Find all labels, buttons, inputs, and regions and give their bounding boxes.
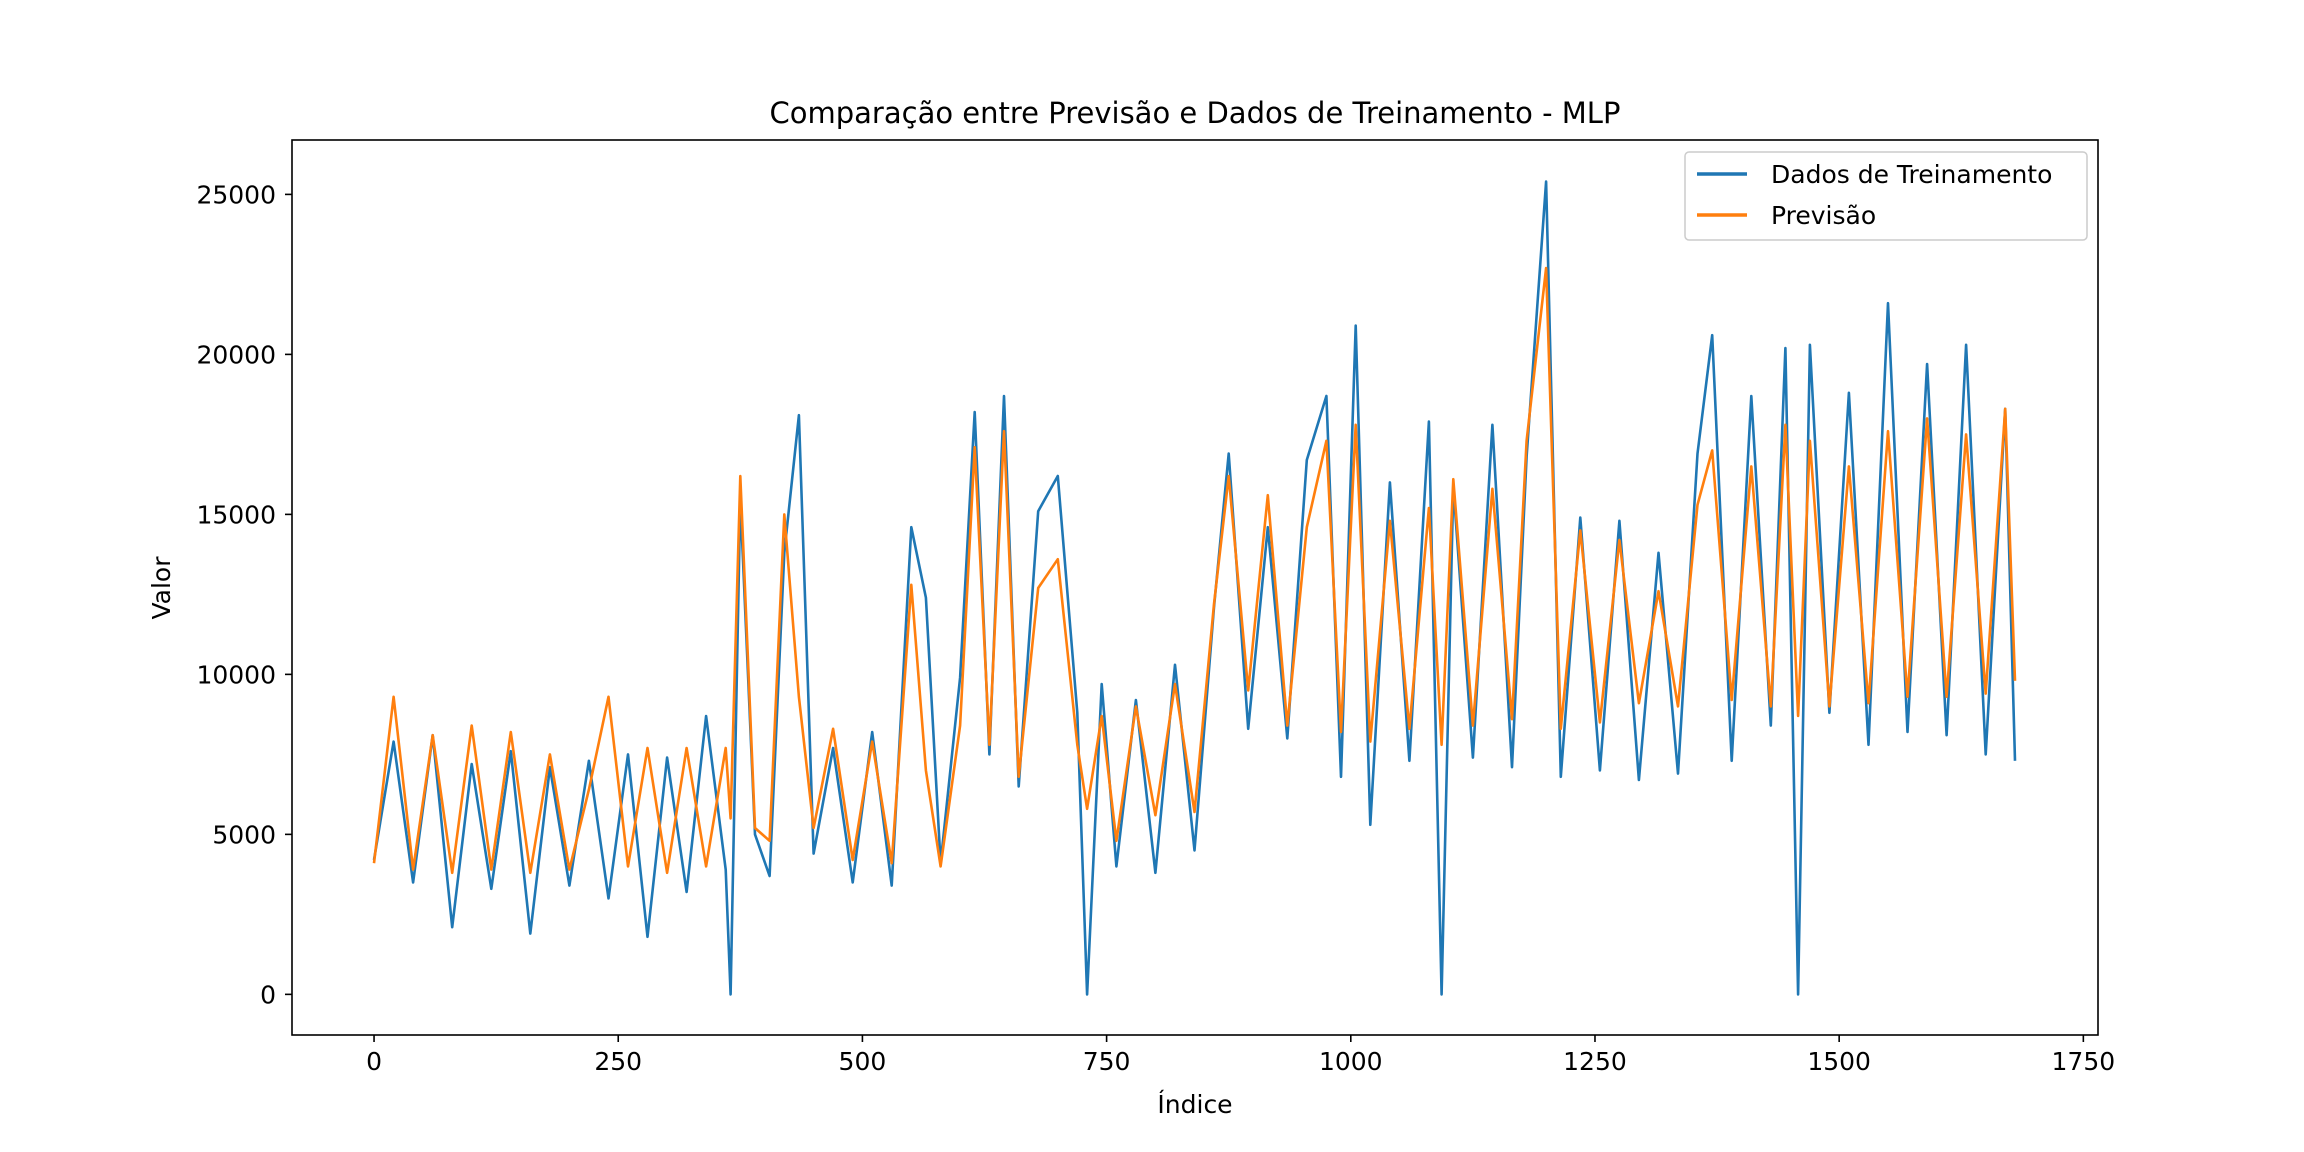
y-tick-label: 10000	[196, 660, 276, 689]
y-tick-label: 25000	[196, 180, 276, 209]
x-tick-label: 0	[366, 1047, 382, 1076]
y-tick-label: 5000	[212, 820, 276, 849]
x-axis: 0 250 500 750 1000 1250 1500 1750	[366, 1035, 2115, 1076]
y-tick-label: 20000	[196, 340, 276, 369]
x-tick-label: 750	[1083, 1047, 1131, 1076]
legend-label-forecast: Previsão	[1771, 201, 1876, 230]
legend: Dados de Treinamento Previsão	[1684, 151, 2088, 241]
y-tick-label: 0	[260, 980, 276, 1009]
axes-frame	[291, 139, 2099, 1036]
plot-area	[372, 180, 2017, 996]
series-line-forecast	[372, 266, 2017, 875]
chart-title: Comparação entre Previsão e Dados de Tre…	[770, 96, 1621, 130]
y-axis-label: Valor	[147, 556, 176, 620]
x-tick-label: 1750	[2052, 1047, 2116, 1076]
y-axis: 0 5000 10000 15000 20000 25000	[196, 180, 292, 1009]
x-tick-label: 250	[594, 1047, 642, 1076]
legend-label-training: Dados de Treinamento	[1771, 160, 2052, 189]
x-axis-label: Índice	[1157, 1090, 1232, 1119]
y-tick-label: 15000	[196, 500, 276, 529]
x-tick-label: 1500	[1807, 1047, 1871, 1076]
x-tick-label: 1250	[1563, 1047, 1627, 1076]
x-tick-label: 1000	[1319, 1047, 1383, 1076]
legend-frame	[1684, 151, 2088, 241]
x-tick-label: 500	[839, 1047, 887, 1076]
